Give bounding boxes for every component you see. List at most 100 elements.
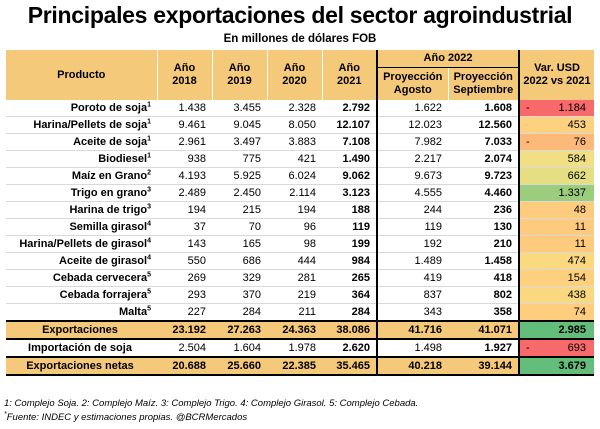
table-row: Biodiesel1 938 775 421 1.490 2.217 2.074 584 — [6, 150, 595, 168]
value-cell: 2.792 — [322, 100, 377, 117]
value-cell: 2.074 — [448, 150, 520, 168]
value-cell: 370 — [212, 286, 267, 304]
variation-cell: 1.337 — [518, 184, 595, 202]
value-cell: 39.144 — [448, 357, 520, 376]
value-cell: 837 — [376, 286, 448, 304]
value-cell: 25.660 — [212, 357, 267, 376]
table-row: Harina/Pellets de soja1 9.461 9.045 8.050 12… — [6, 116, 595, 134]
page-title: Principales exportaciones del sector agr… — [27, 2, 573, 28]
value-cell: 550 — [157, 252, 212, 270]
product-name: Maíz en Grano2 — [6, 167, 157, 185]
value-cell: 1.458 — [448, 252, 520, 270]
value-cell: 9.673 — [376, 167, 448, 185]
footnote-marker: 5 — [147, 288, 151, 296]
value-cell: 421 — [267, 150, 322, 168]
table-row: Harina de trigo3 194 215 194 188 244 236 48 — [6, 201, 595, 219]
value-cell: 1.438 — [157, 100, 212, 117]
value-cell: 269 — [157, 269, 212, 287]
value-cell: 130 — [448, 218, 520, 236]
value-cell: 2.217 — [376, 150, 448, 168]
footnote-marker: 5 — [147, 271, 151, 279]
value-cell: 22.385 — [267, 357, 322, 376]
value-cell: 5.925 — [212, 167, 267, 185]
value-cell: 38.086 — [322, 320, 377, 340]
negative-sign: - — [526, 342, 530, 354]
header-proy-agosto: Proyección Agosto — [376, 67, 448, 100]
footnote-fuente: *Fuente: INDEC y estimaciones propias. @… — [4, 410, 248, 423]
value-cell: 2.450 — [212, 184, 267, 202]
value-cell: 418 — [448, 269, 520, 287]
value-cell: 3.123 — [322, 184, 377, 202]
value-cell: 7.108 — [322, 133, 377, 151]
table-row: Aceite de girasol4 550 686 444 984 1.489 1.458… — [6, 252, 595, 270]
value-cell: 244 — [376, 201, 448, 219]
footnote-marker: 3 — [147, 186, 151, 194]
value-cell: 194 — [157, 201, 212, 219]
table-row: Cebada forrajera5 293 370 219 364 837 802 438 — [6, 286, 595, 304]
value-cell: 1.498 — [376, 339, 448, 358]
value-cell: 35.465 — [322, 357, 377, 376]
value-cell: 12.023 — [376, 116, 448, 134]
negative-sign: - — [526, 102, 530, 114]
header-2022-group: Año 2022 — [375, 50, 520, 68]
variation-cell: 3.679 — [518, 357, 595, 376]
value-cell: 119 — [376, 218, 448, 236]
header-proy-septiembre: Proyección Septiembre — [447, 67, 520, 100]
product-name: Aceite de soja1 — [6, 133, 157, 151]
value-cell: 12.107 — [322, 116, 377, 134]
value-cell: 343 — [376, 303, 448, 322]
table-row: Aceite de soja1 2.961 3.497 3.883 7.108 7.982… — [6, 133, 595, 151]
footnote-marker: 4 — [147, 220, 151, 228]
product-name: Cebada forrajera5 — [6, 286, 157, 304]
footnote-marker: 3 — [147, 203, 151, 211]
value-cell: 199 — [322, 235, 377, 253]
product-name: Trigo en grano3 — [6, 184, 157, 202]
value-cell: 23.192 — [157, 320, 212, 340]
value-cell: 775 — [212, 150, 267, 168]
value-cell: 27.263 — [212, 320, 267, 340]
table-row: Cebada cervecera5 269 329 281 265 419 418 154 — [6, 269, 595, 287]
value-cell: 40.218 — [376, 357, 448, 376]
value-cell: 194 — [267, 201, 322, 219]
value-cell: 7.982 — [376, 133, 448, 151]
table-row: Harina/Pellets de girasol4 143 165 98 199 192… — [6, 235, 595, 253]
value-cell: 219 — [267, 286, 322, 304]
product-name: Harina/Pellets de soja1 — [6, 116, 157, 134]
value-cell: 9.723 — [448, 167, 520, 185]
value-cell: 227 — [157, 303, 212, 322]
variation-cell: 48 — [518, 201, 595, 219]
header-var: Var. USD 2022 vs 2021 — [518, 50, 595, 100]
header-2018: Año 2018 — [156, 50, 212, 100]
product-name: Cebada cervecera5 — [6, 269, 157, 287]
table-row: Exportaciones 23.192 27.263 24.363 38.086 41.… — [6, 320, 595, 340]
value-cell: 2.620 — [322, 339, 377, 358]
footnote-complejos: 1: Complejo Soja. 2: Complejo Maíz. 3: C… — [4, 398, 419, 409]
value-cell: 7.033 — [448, 133, 520, 151]
value-cell: 284 — [212, 303, 267, 322]
value-cell: 2.504 — [157, 339, 212, 358]
value-cell: 2.114 — [267, 184, 322, 202]
footnote-marker: 4 — [147, 254, 151, 262]
value-cell: 210 — [448, 235, 520, 253]
header-2021: Año 2021 — [321, 50, 377, 100]
variation-cell: -1.184 — [518, 100, 595, 117]
product-name: Importación de soja — [6, 339, 157, 358]
value-cell: 1.489 — [376, 252, 448, 270]
variation-cell: 584 — [518, 150, 595, 168]
header-producto: Producto — [6, 50, 158, 100]
product-name: Harina de trigo3 — [6, 201, 157, 219]
footnote-marker: 4 — [147, 237, 151, 245]
value-cell: 2.961 — [157, 133, 212, 151]
value-cell: 20.688 — [157, 357, 212, 376]
table-row: Poroto de soja1 1.438 3.455 2.328 2.792 1.622… — [6, 100, 595, 117]
value-cell: 2.489 — [157, 184, 212, 202]
value-cell: 984 — [322, 252, 377, 270]
value-cell: 802 — [448, 286, 520, 304]
value-cell: 3.497 — [212, 133, 267, 151]
value-cell: 192 — [376, 235, 448, 253]
product-name: Harina/Pellets de girasol4 — [6, 235, 157, 253]
table-row: Importación de soja 2.504 1.604 1.978 2.620 1… — [6, 339, 595, 358]
footnote-marker: 1 — [147, 152, 151, 160]
value-cell: 211 — [267, 303, 322, 322]
value-cell: 236 — [448, 201, 520, 219]
